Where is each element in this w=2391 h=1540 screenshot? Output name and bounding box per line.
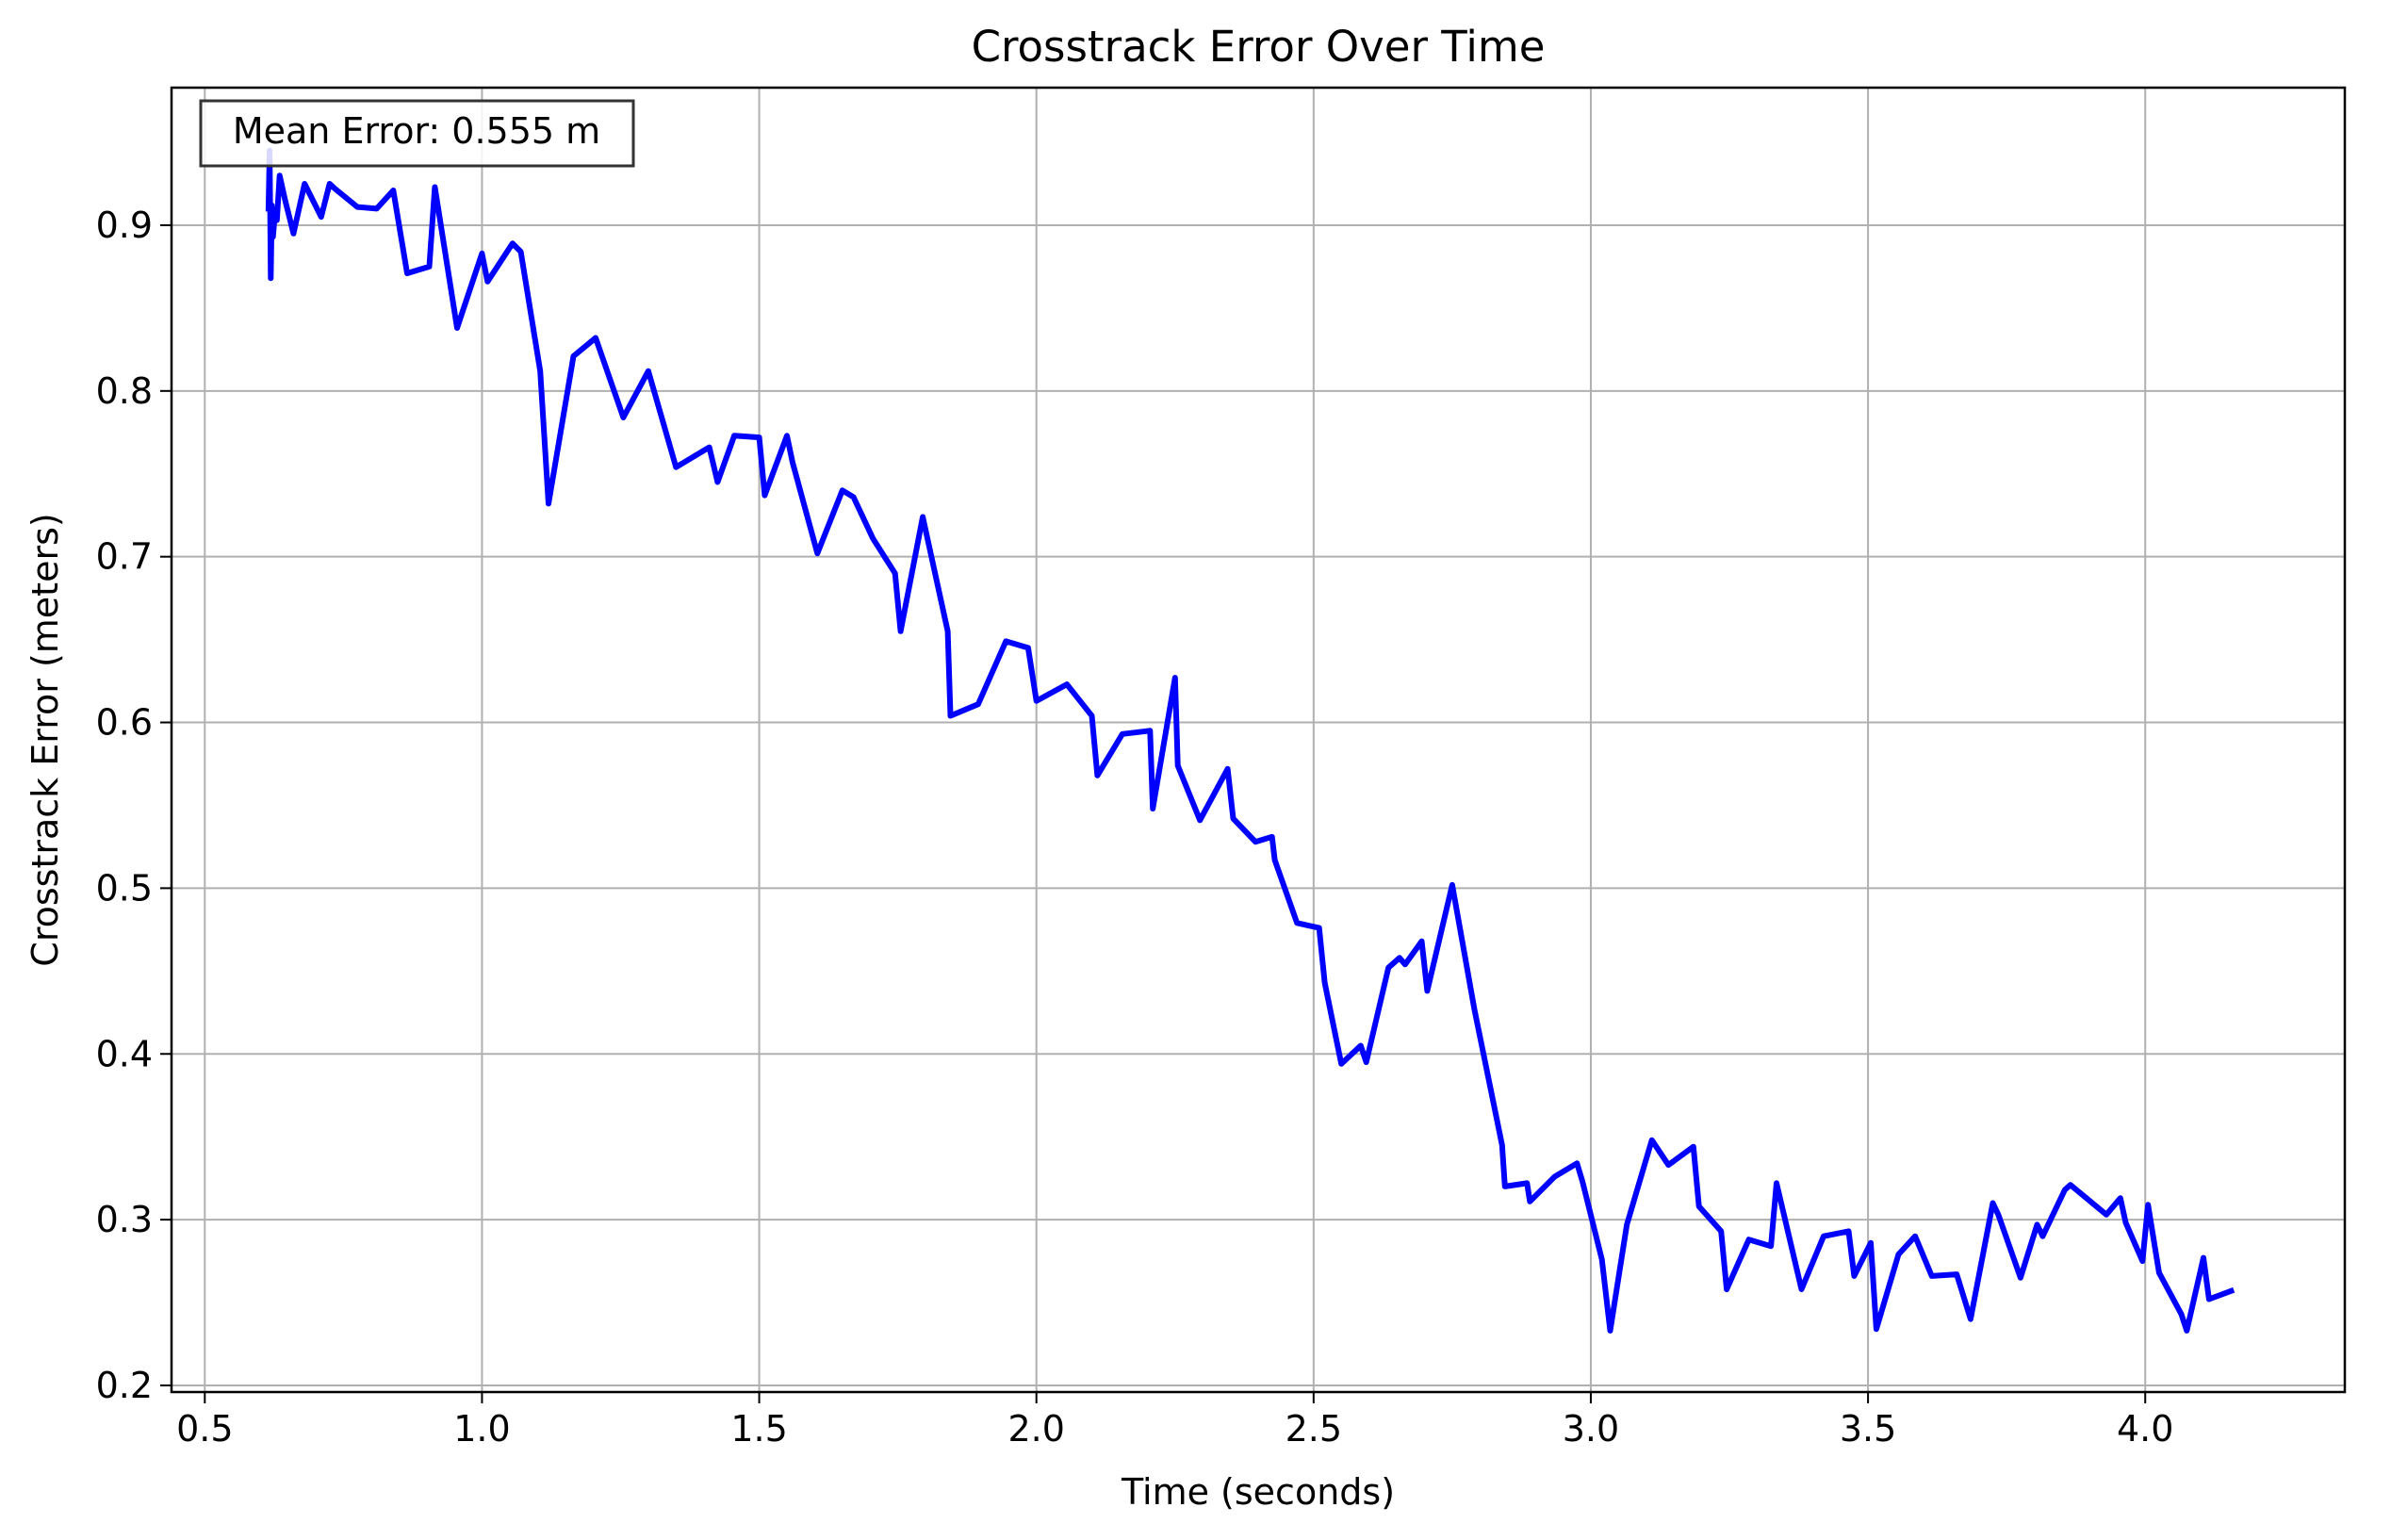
y-tick-label: 0.7	[96, 536, 153, 578]
x-tick-label: 1.0	[453, 1408, 510, 1450]
x-tick-label: 2.5	[1286, 1408, 1342, 1450]
y-tick-label: 0.9	[96, 205, 153, 246]
plot-frame	[170, 86, 2347, 1394]
axis-ticks: 0.5 1.0 1.5 2.0 2.5 3.0 3.5 4.0 0.2 0.3 0.4 0.5 0.6 0…	[96, 205, 2174, 1450]
grid-lines	[172, 88, 2345, 1392]
series-lines	[265, 147, 2235, 1334]
y-tick-label: 0.8	[96, 370, 153, 412]
y-tick-label: 0.5	[96, 867, 153, 909]
x-tick-label: 3.5	[1840, 1408, 1896, 1450]
series-line	[265, 147, 2235, 1334]
y-tick-label: 0.3	[96, 1199, 153, 1240]
x-tick-label: 1.5	[730, 1408, 787, 1450]
y-tick-label: 0.4	[96, 1033, 153, 1074]
x-tick-label: 4.0	[2117, 1408, 2173, 1450]
x-tick-label: 0.5	[176, 1408, 233, 1450]
y-axis-label: Crosstrack Error (meters)	[25, 513, 66, 966]
x-tick-label: 2.0	[1007, 1408, 1064, 1450]
y-tick-label: 0.2	[96, 1365, 153, 1406]
mean-error-annotation: Mean Error: 0.555 m	[199, 99, 635, 168]
annotation-text: Mean Error: 0.555 m	[233, 110, 600, 152]
x-axis-label: Time (seconds)	[1121, 1471, 1395, 1513]
chart-title: Crosstrack Error Over Time	[972, 22, 1546, 72]
annotation-box	[199, 99, 635, 168]
y-tick-label: 0.6	[96, 702, 153, 744]
x-tick-label: 3.0	[1563, 1408, 1619, 1450]
